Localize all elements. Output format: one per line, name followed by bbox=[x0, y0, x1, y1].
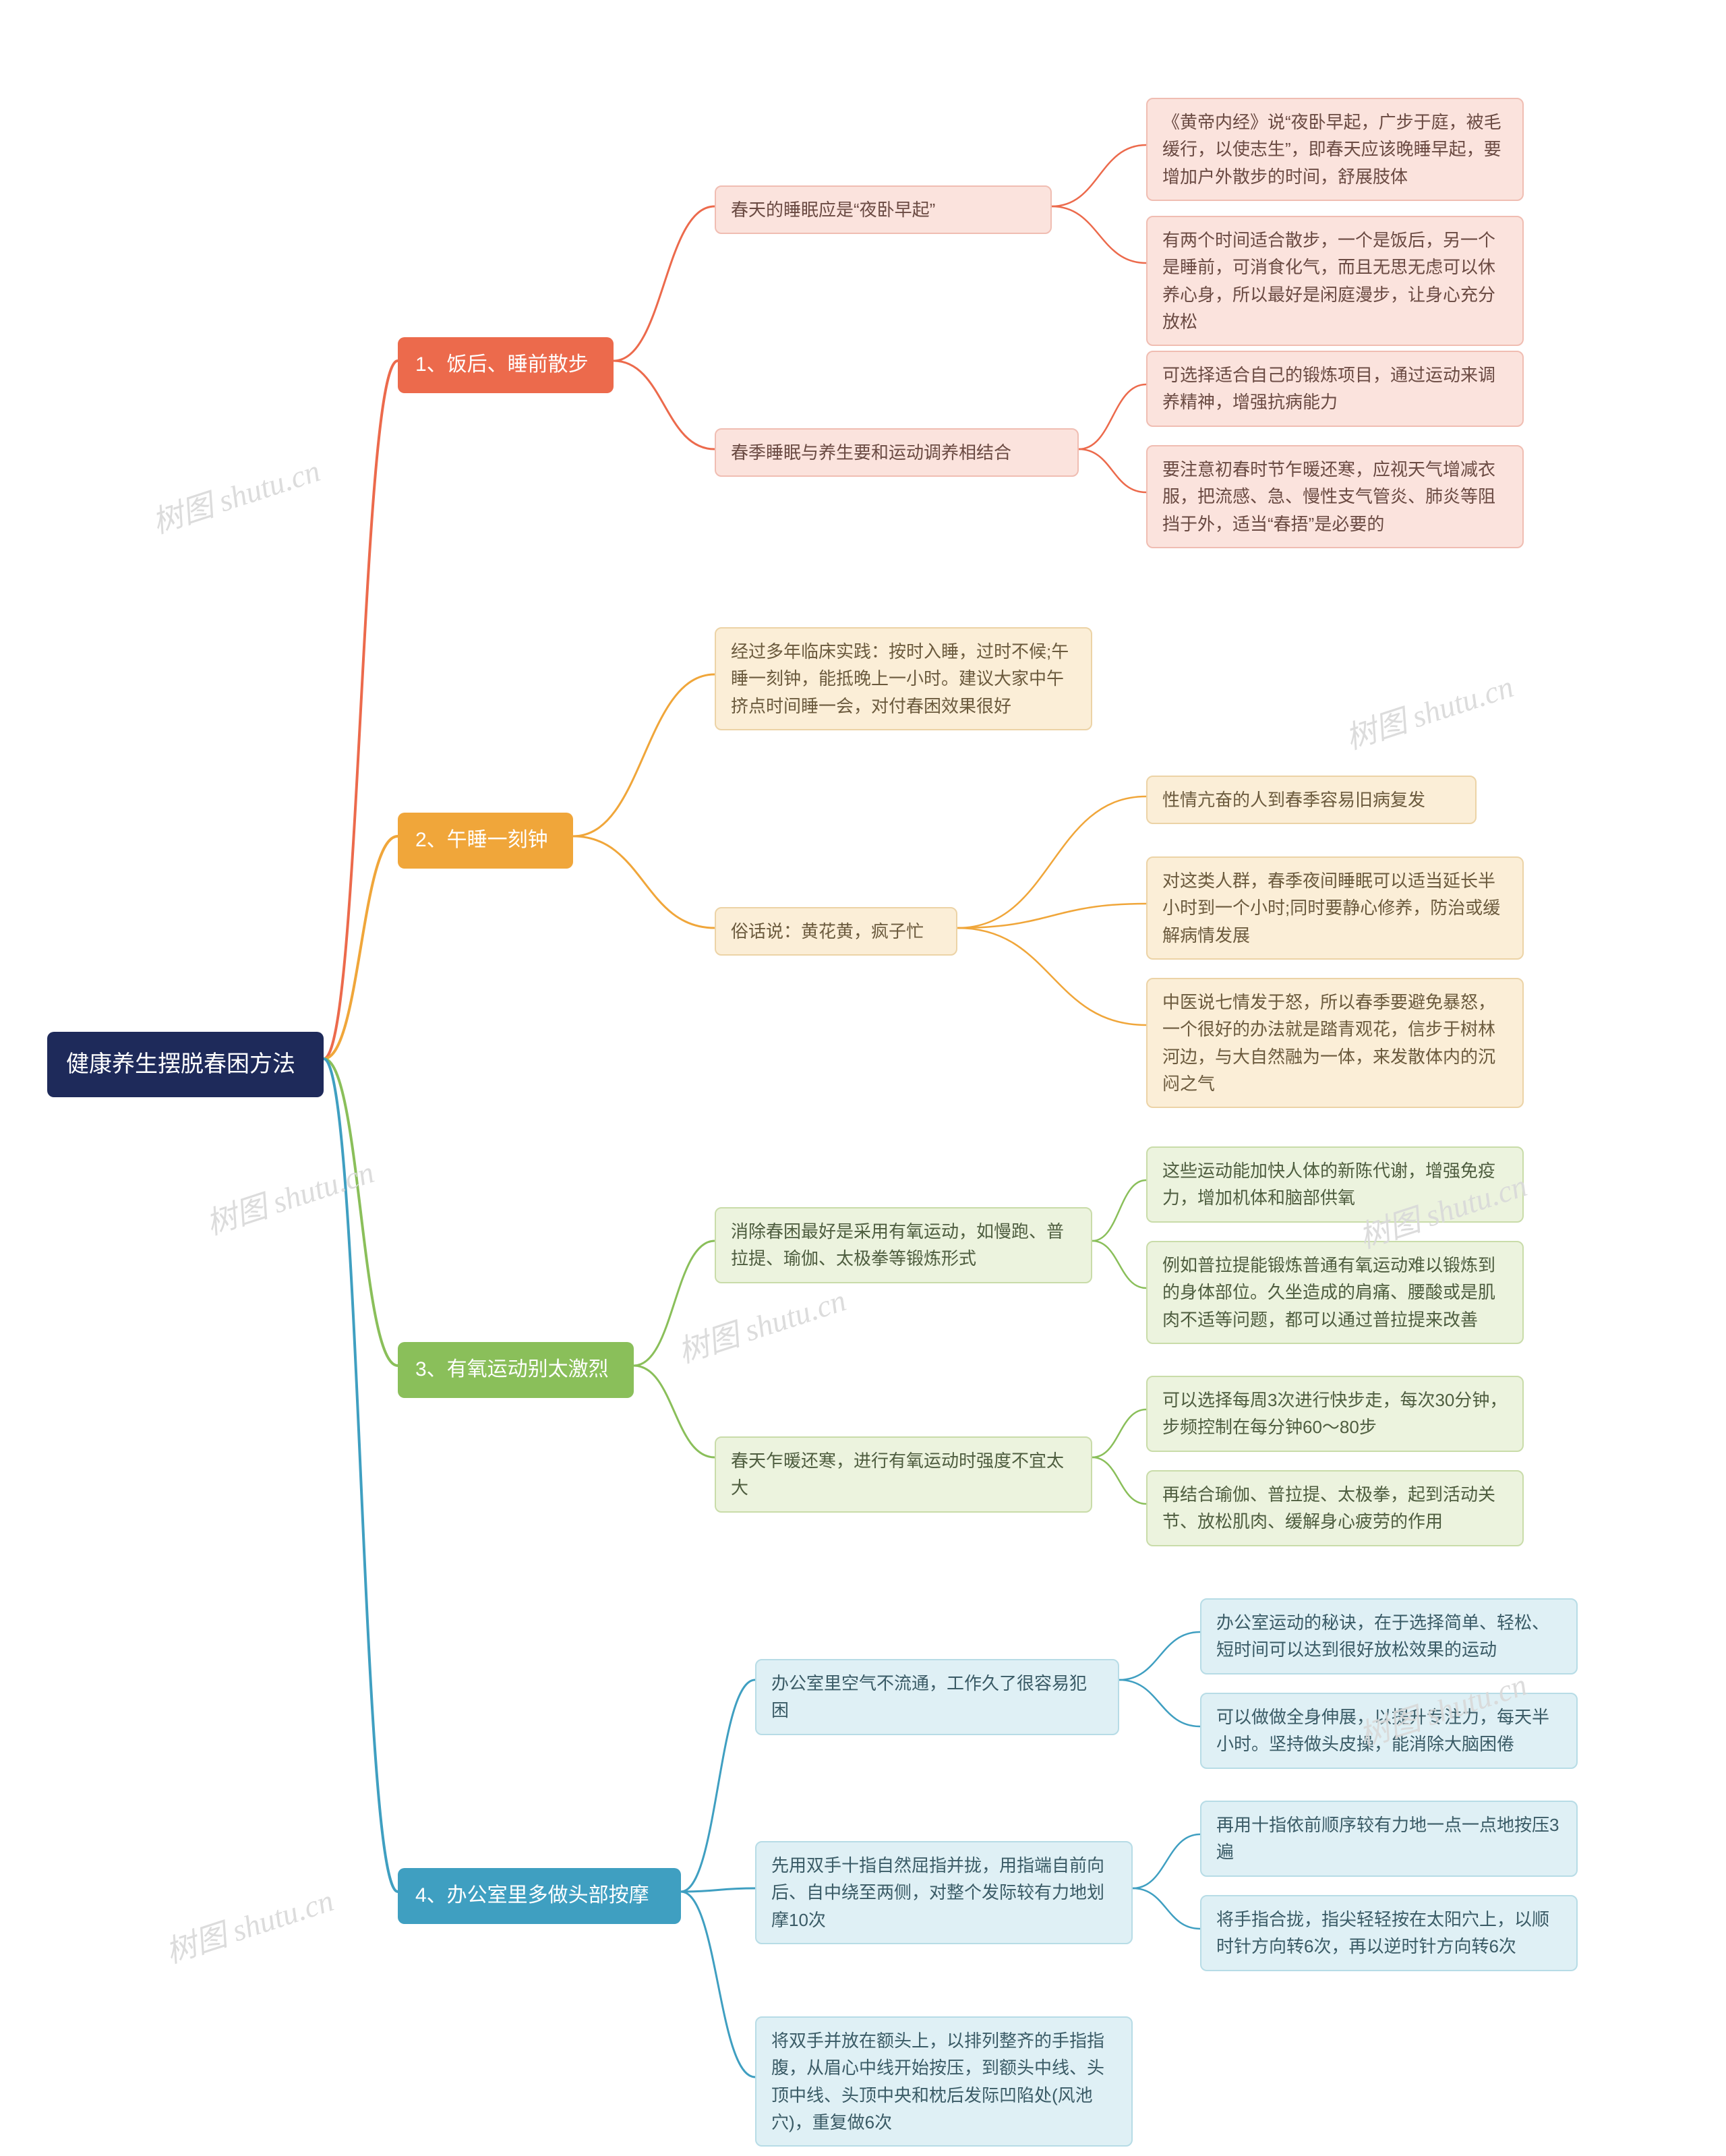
watermark: 树图 shutu.cn bbox=[672, 1276, 851, 1372]
b4c1: 办公室里空气不流通，工作久了很容易犯困 bbox=[755, 1659, 1119, 1735]
watermark: 树图 shutu.cn bbox=[159, 1876, 338, 1973]
b1c2: 春季睡眠与养生要和运动调养相结合 bbox=[715, 428, 1079, 477]
watermark: 树图 shutu.cn bbox=[200, 1148, 379, 1244]
b1: 1、饭后、睡前散步 bbox=[398, 337, 614, 393]
b4: 4、办公室里多做头部按摩 bbox=[398, 1868, 681, 1924]
b3c2: 春天乍暖还寒，进行有氧运动时强度不宜太大 bbox=[715, 1436, 1092, 1513]
b4c2: 先用双手十指自然屈指并拢，用指端自前向后、自中绕至两侧，对整个发际较有力地划摩1… bbox=[755, 1841, 1133, 1944]
b2c2: 俗话说：黄花黄，疯子忙 bbox=[715, 907, 957, 956]
b4c3: 将双手并放在额头上，以排列整齐的手指指腹，从眉心中线开始按压，到额头中线、头顶中… bbox=[755, 2016, 1133, 2147]
b4c2b: 将手指合拢，指尖轻轻按在太阳穴上，以顺时针方向转6次，再以逆时针方向转6次 bbox=[1200, 1895, 1578, 1971]
b3c1b: 例如普拉提能锻炼普通有氧运动难以锻炼到的身体部位。久坐造成的肩痛、腰酸或是肌肉不… bbox=[1146, 1241, 1524, 1344]
b1c1a: 《黄帝内经》说“夜卧早起，广步于庭，被毛缓行，以使志生”，即春天应该晚睡早起，要… bbox=[1146, 98, 1524, 201]
b2c1: 经过多年临床实践：按时入睡，过时不候;午睡一刻钟，能抵晚上一小时。建议大家中午挤… bbox=[715, 627, 1092, 730]
b3c2a: 可以选择每周3次进行快步走，每次30分钟，步频控制在每分钟60～80步 bbox=[1146, 1376, 1524, 1452]
b1c2a: 可选择适合自己的锻炼项目，通过运动来调养精神，增强抗病能力 bbox=[1146, 351, 1524, 427]
b2c2a: 性情亢奋的人到春季容易旧病复发 bbox=[1146, 776, 1477, 824]
b2: 2、午睡一刻钟 bbox=[398, 813, 573, 869]
b2c2c: 中医说七情发于怒，所以春季要避免暴怒，一个很好的办法就是踏青观花，信步于树林河边… bbox=[1146, 978, 1524, 1108]
b1c1: 春天的睡眠应是“夜卧早起” bbox=[715, 185, 1052, 234]
b4c2a: 再用十指依前顺序较有力地一点一点地按压3遍 bbox=[1200, 1801, 1578, 1877]
b2c2b: 对这类人群，春季夜间睡眠可以适当延长半小时到一个小时;同时要静心修养，防治或缓解… bbox=[1146, 856, 1524, 960]
b3c1: 消除春困最好是采用有氧运动，如慢跑、普拉提、瑜伽、太极拳等锻炼形式 bbox=[715, 1207, 1092, 1283]
b3: 3、有氧运动别太激烈 bbox=[398, 1342, 634, 1398]
watermark: 树图 shutu.cn bbox=[1339, 662, 1518, 759]
b3c2b: 再结合瑜伽、普拉提、太极拳，起到活动关节、放松肌肉、缓解身心疲劳的作用 bbox=[1146, 1470, 1524, 1546]
root: 健康养生摆脱春困方法 bbox=[47, 1032, 324, 1097]
b4c1a: 办公室运动的秘诀，在于选择简单、轻松、短时间可以达到很好放松效果的运动 bbox=[1200, 1598, 1578, 1674]
b4c1b: 可以做做全身伸展，以提升专注力，每天半小时。坚持做头皮操，能消除大脑困倦 bbox=[1200, 1693, 1578, 1769]
b1c1b: 有两个时间适合散步，一个是饭后，另一个是睡前，可消食化气，而且无思无虑可以休养心… bbox=[1146, 216, 1524, 346]
b1c2b: 要注意初春时节乍暖还寒，应视天气增减衣服，把流感、急、慢性支气管炎、肺炎等阻挡于… bbox=[1146, 445, 1524, 548]
watermark: 树图 shutu.cn bbox=[146, 446, 325, 543]
b3c1a: 这些运动能加快人体的新陈代谢，增强免疫力，增加机体和脑部供氧 bbox=[1146, 1146, 1524, 1223]
